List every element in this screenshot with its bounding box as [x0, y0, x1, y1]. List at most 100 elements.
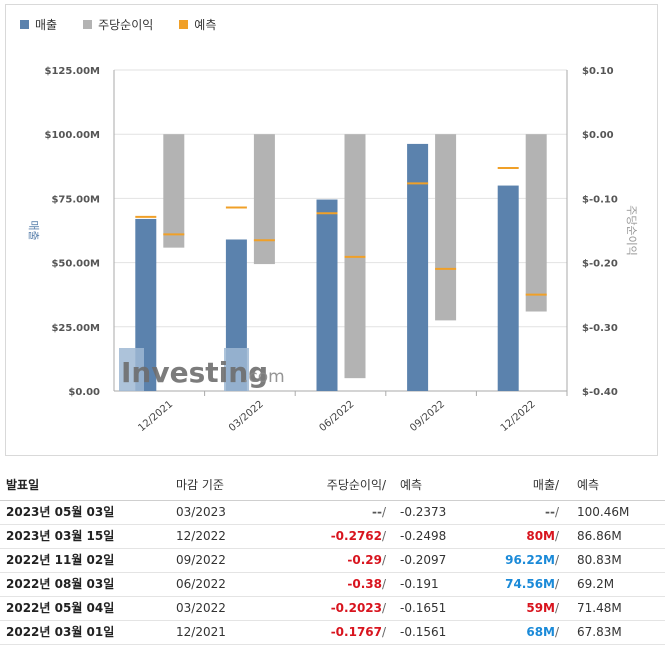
revenue-bar: [497, 185, 519, 391]
row-eps-slash: /: [382, 577, 387, 591]
table-row: 2023년 03월 15일 12/2022 -0.2762/-0.2498 80M/8…: [0, 525, 665, 549]
earnings-chart: 매출 주당순이익 예측 $0.00 $25.00M $50.00M $75.00M $1…: [5, 4, 658, 456]
row-date: 2022년 08월 03일: [6, 577, 115, 591]
left-tick-label: $25.00M: [51, 323, 100, 334]
row-period: 03/2022: [176, 601, 226, 615]
row-period: 12/2021: [176, 625, 226, 639]
legend-label-eps: 주당순이익: [98, 17, 154, 32]
row-eps: -0.29: [347, 553, 382, 567]
row-eps: -0.2762: [330, 529, 382, 543]
row-eps: --: [372, 505, 382, 519]
header-eps[interactable]: 주당순이익: [326, 478, 382, 492]
table-row: 2022년 08월 03일 06/2022 -0.38/-0.191 74.56M/6…: [0, 573, 665, 597]
eps-swatch-icon: [83, 19, 93, 29]
eps-bar: [253, 134, 275, 265]
row-eps-slash: /: [382, 553, 387, 567]
x-tick-label: 06/2022: [318, 399, 357, 434]
row-eps-forecast: -0.1651: [400, 601, 447, 615]
row-date: 2023년 03월 15일: [6, 529, 115, 543]
earnings-table: 발표일 마감 기준 주당순이익 / 예측 매출 / 예측 2023년 05월 0…: [0, 470, 665, 645]
chart-plot: $0.00 $25.00M $50.00M $75.00M $100.00M $125.0…: [27, 66, 638, 434]
row-date: 2022년 03월 01일: [6, 625, 115, 639]
header-eps-forecast[interactable]: 예측: [400, 478, 423, 492]
table-row: 2023년 05월 03일 03/2023 -- / -0.2373 --/100.46M: [0, 501, 665, 525]
right-tick-label: $0.10: [582, 66, 614, 77]
row-revenue-slash: /: [555, 505, 560, 519]
row-revenue-forecast: 67.83M: [577, 625, 622, 639]
row-eps-slash: /: [382, 505, 387, 519]
table-row: 2022년 03월 01일 12/2021 -0.1767/-0.1561 68M/6…: [0, 621, 665, 645]
forecast-swatch-icon: [179, 19, 189, 29]
row-revenue: 74.56M: [505, 577, 555, 591]
row-eps-slash: /: [382, 529, 387, 543]
row-revenue-forecast: 71.48M: [577, 601, 622, 615]
table-body: 2023년 05월 03일 03/2023 -- / -0.2373 --/100.46M…: [0, 501, 665, 645]
right-tick-label: $-0.30: [582, 323, 618, 334]
row-eps-slash: /: [382, 625, 387, 639]
row-eps-forecast: -0.2373: [400, 505, 447, 519]
x-tick-label: 12/2021: [136, 399, 175, 434]
table-header: 발표일 마감 기준 주당순이익 / 예측 매출 / 예측: [0, 470, 665, 501]
eps-bar: [163, 134, 185, 248]
row-eps-forecast: -0.2498: [400, 529, 447, 543]
watermark-logo-text: Investing: [121, 356, 268, 389]
right-tick-label: $-0.10: [582, 194, 618, 205]
row-revenue: 80M: [526, 529, 555, 543]
row-revenue-slash: /: [555, 577, 560, 591]
row-revenue: 68M: [526, 625, 555, 639]
left-tick-label: $125.00M: [45, 66, 101, 77]
revenue-swatch-icon: [20, 19, 29, 29]
row-revenue: 96.22M: [505, 553, 555, 567]
header-date[interactable]: 발표일: [6, 478, 40, 492]
row-revenue-forecast: 100.46M: [577, 505, 630, 519]
row-revenue: 59M: [526, 601, 555, 615]
row-date: 2022년 11월 02일: [6, 553, 115, 567]
x-tick-label: 12/2022: [499, 399, 538, 434]
row-period: 03/2023: [176, 505, 226, 519]
left-tick-label: $0.00: [68, 387, 100, 398]
row-revenue-forecast: 86.86M: [577, 529, 622, 543]
row-revenue-slash: /: [555, 601, 560, 615]
right-tick-label: $-0.20: [582, 259, 618, 270]
x-tick-label: 03/2022: [227, 399, 266, 434]
row-eps-slash: /: [382, 601, 387, 615]
watermark-block: [224, 348, 249, 391]
watermark-block: [119, 348, 144, 391]
left-axis-title: 매출: [27, 220, 40, 240]
row-period: 09/2022: [176, 553, 226, 567]
legend-item-forecast[interactable]: 예측: [179, 16, 216, 33]
row-revenue-slash: /: [555, 553, 560, 567]
row-eps-forecast: -0.1561: [400, 625, 447, 639]
row-period: 12/2022: [176, 529, 226, 543]
revenue-bar: [407, 143, 429, 391]
header-revenue-forecast[interactable]: 예측: [577, 478, 600, 492]
header-period[interactable]: 마감 기준: [176, 478, 224, 492]
row-revenue-slash: /: [555, 625, 560, 639]
x-tick-label: 09/2022: [408, 399, 447, 434]
legend-item-revenue[interactable]: 매출: [20, 16, 57, 33]
legend-label-forecast: 예측: [194, 17, 217, 32]
chart-legend: 매출 주당순이익 예측: [20, 15, 242, 33]
row-revenue-forecast: 69.2M: [577, 577, 615, 591]
left-tick-label: $75.00M: [51, 194, 100, 205]
row-revenue-slash: /: [555, 529, 560, 543]
right-tick-label: $0.00: [582, 130, 614, 141]
left-tick-label: $100.00M: [45, 130, 101, 141]
legend-item-eps[interactable]: 주당순이익: [83, 16, 153, 33]
revenue-bar: [135, 218, 157, 391]
eps-bar: [435, 134, 457, 321]
table-row: 2022년 05월 04일 03/2022 -0.2023/-0.1651 59M/7…: [0, 597, 665, 621]
right-axis-title: 주당순이익: [625, 205, 638, 256]
eps-bar: [525, 134, 547, 312]
row-eps-forecast: -0.191: [400, 577, 439, 591]
header-revenue[interactable]: 매출: [532, 478, 555, 492]
row-revenue: --: [545, 505, 555, 519]
legend-label-revenue: 매출: [35, 17, 58, 32]
row-eps: -0.1767: [330, 625, 382, 639]
row-date: 2022년 05월 04일: [6, 601, 115, 615]
row-eps: -0.2023: [330, 601, 382, 615]
left-tick-label: $50.00M: [51, 259, 100, 270]
row-eps-forecast: -0.2097: [400, 553, 447, 567]
right-tick-label: $-0.40: [582, 387, 618, 398]
header-revenue-slash: /: [555, 478, 560, 492]
